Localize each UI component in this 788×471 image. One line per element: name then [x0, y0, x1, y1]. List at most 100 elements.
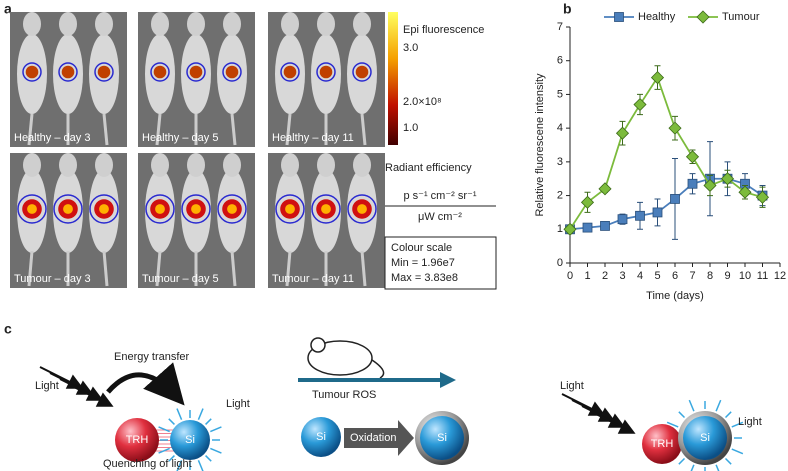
sphere	[301, 417, 341, 457]
legend-label: Healthy	[638, 11, 676, 23]
roi-circle	[22, 62, 42, 82]
mouse-head	[95, 12, 113, 36]
marker	[563, 222, 577, 236]
x-tick-label: 9	[724, 270, 730, 282]
signal	[319, 65, 333, 79]
image-label: Healthy – day 3	[14, 132, 90, 144]
transfer-arrow	[106, 362, 185, 406]
marker	[738, 185, 752, 199]
colorbar-tick: 3.0	[403, 42, 418, 54]
glow-spike	[197, 408, 204, 420]
roi-circle	[89, 194, 119, 224]
label: Quenching of light	[103, 458, 192, 470]
roi-circle	[58, 62, 78, 82]
mouse-head	[151, 12, 169, 36]
x-tick-label: 6	[672, 270, 678, 282]
roi-circle	[17, 194, 47, 224]
signal	[355, 65, 369, 79]
glow-spike	[158, 426, 170, 433]
mouse-tail	[155, 113, 162, 146]
x-tick-label: 10	[739, 270, 751, 282]
x-axis-label: Time (days)	[646, 290, 704, 302]
image-label: Healthy – day 5	[142, 132, 218, 144]
marker	[652, 207, 663, 218]
mouse-tail	[285, 113, 292, 146]
sphere-label: Si	[437, 432, 447, 444]
mouse-tail	[102, 113, 109, 146]
series-line	[569, 177, 764, 231]
roi-circle	[217, 194, 247, 224]
mouse-head	[281, 12, 299, 36]
glow-spike	[205, 455, 212, 462]
sphere	[115, 418, 159, 462]
roi-circle	[347, 194, 377, 224]
colorbar-tick: 2.0×10⁸	[403, 96, 442, 108]
mouse-tail	[371, 359, 385, 379]
signal	[225, 65, 239, 79]
glow-spike	[176, 408, 183, 420]
glow-spike	[715, 399, 722, 412]
y-tick-label: 5	[557, 88, 563, 100]
panel-label: a	[4, 1, 12, 17]
x-tick-label: 12	[774, 270, 786, 282]
x-tick-label: 3	[619, 270, 625, 282]
scale-box	[384, 236, 497, 290]
signal-core	[27, 204, 37, 214]
marker	[615, 126, 630, 140]
signal	[189, 65, 203, 79]
x-tick-label: 4	[637, 270, 643, 282]
x-tick-label: 5	[654, 270, 660, 282]
glow-spike	[158, 447, 170, 454]
mouse-head	[317, 153, 335, 177]
signal	[283, 65, 297, 79]
legend-marker	[696, 10, 710, 24]
signal	[153, 65, 167, 79]
image-label: Tumour – day 5	[142, 273, 219, 285]
mouse-head	[281, 153, 299, 177]
scale-text: Colour scale	[391, 242, 452, 254]
mouse-head	[353, 12, 371, 36]
panel-label: b	[563, 1, 572, 17]
y-tick-label: 7	[557, 21, 563, 33]
x-tick-label: 1	[584, 270, 590, 282]
sphere	[642, 424, 682, 464]
glow-spike	[690, 464, 695, 471]
signal	[25, 65, 39, 79]
mouse-tail	[285, 250, 292, 287]
mouse-head	[223, 12, 241, 36]
image-label: Healthy – day 11	[272, 132, 354, 144]
label: Light	[738, 416, 762, 428]
signal	[61, 65, 75, 79]
light-ray	[69, 384, 114, 407]
signal	[97, 65, 111, 79]
signal-core	[321, 204, 331, 214]
colorbar	[388, 12, 398, 145]
marker	[617, 214, 628, 225]
signal-core	[99, 204, 109, 214]
y-tick-label: 0	[557, 257, 563, 269]
mouse-tail	[360, 250, 367, 287]
mouse-tail	[230, 113, 237, 146]
ros-head	[440, 372, 456, 388]
glow-spike	[205, 418, 212, 425]
roi-circle	[186, 62, 206, 82]
units-numerator: p s⁻¹ cm⁻² sr⁻¹	[403, 190, 476, 202]
y-tick-label: 3	[557, 156, 563, 168]
marker	[598, 182, 612, 196]
mouse-tail	[27, 113, 34, 146]
scale-text: Max = 3.83e8	[391, 272, 458, 284]
sphere	[420, 416, 464, 460]
glow-spike	[731, 448, 744, 455]
signal-core	[191, 204, 201, 214]
roi-circle	[53, 194, 83, 224]
mouse-head	[95, 153, 113, 177]
glow-spike	[724, 457, 732, 465]
mouse-tail	[360, 113, 367, 146]
roi-circle	[316, 62, 336, 82]
roi-circle	[311, 194, 341, 224]
glow-spike	[197, 460, 204, 471]
roi-circle	[181, 194, 211, 224]
legend-label: Tumour	[722, 11, 760, 23]
glow-spike	[715, 464, 720, 471]
